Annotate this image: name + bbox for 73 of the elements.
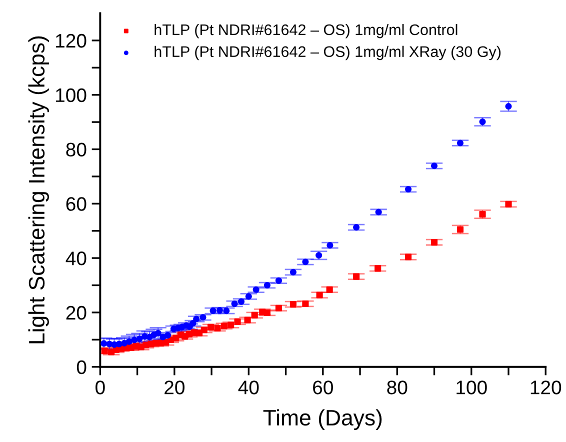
point [430, 238, 438, 246]
point [479, 210, 486, 218]
point [353, 224, 360, 231]
point [430, 162, 438, 170]
y-tick-label: 40 [66, 252, 86, 266]
point [264, 282, 271, 289]
point [290, 301, 296, 308]
point [128, 344, 134, 351]
point [245, 293, 252, 300]
point [275, 304, 282, 312]
point [252, 286, 260, 293]
point [160, 334, 166, 340]
point [479, 118, 486, 126]
point [238, 298, 245, 305]
point [216, 306, 223, 314]
point [154, 330, 162, 336]
point [172, 334, 180, 342]
point [374, 265, 382, 272]
y-axis-title: Light Scattering Intensity (kcps) [28, 36, 49, 344]
y-tick-label: 80 [66, 142, 86, 156]
y-tick-label: 20 [66, 306, 86, 320]
y-tick-label: 60 [66, 197, 86, 211]
point [190, 320, 196, 327]
point [131, 336, 138, 344]
x-tick-label: 0 [96, 380, 105, 394]
point [326, 242, 334, 249]
point [326, 286, 333, 293]
point [316, 252, 322, 259]
x-tick-label: 120 [530, 380, 562, 394]
point [375, 208, 382, 216]
point [231, 300, 238, 308]
point [456, 140, 464, 146]
point [505, 102, 512, 110]
point [290, 268, 296, 276]
point [101, 348, 108, 354]
point [244, 316, 251, 324]
point [164, 332, 172, 339]
point [353, 273, 360, 280]
point [200, 314, 206, 321]
point [121, 340, 128, 346]
point [193, 316, 200, 322]
point [302, 300, 309, 308]
point [264, 309, 271, 316]
y-tick-label: 120 [56, 34, 86, 48]
x-axis-title: Time (Days) [263, 409, 382, 430]
y-tick-label: 100 [56, 88, 86, 102]
point [505, 200, 512, 208]
y-tick-label: 0 [76, 360, 86, 374]
point [138, 344, 144, 350]
point [456, 226, 464, 233]
point [220, 322, 228, 330]
point [234, 318, 241, 325]
point [200, 326, 208, 334]
x-tick-label: 40 [238, 380, 259, 394]
x-tick-label: 100 [456, 380, 487, 394]
point [302, 258, 309, 266]
legend-label: hTLP (Pt NDRI#61642 – OS) 1mg/ml Control [154, 24, 458, 38]
point [251, 312, 258, 318]
point [223, 308, 230, 314]
point [404, 186, 412, 193]
point [316, 292, 323, 298]
point [136, 336, 143, 342]
point [208, 324, 214, 330]
point [404, 254, 412, 260]
legend-label: hTLP (Pt NDRI#61642 – OS) 1mg/ml XRay (30 Gy) [154, 46, 501, 60]
point [196, 330, 203, 336]
x-tick-label: 80 [387, 380, 408, 394]
x-tick-label: 20 [164, 380, 184, 394]
point [275, 277, 282, 284]
point [228, 322, 234, 328]
point [214, 324, 221, 332]
point [210, 308, 216, 314]
x-tick-label: 60 [313, 380, 333, 394]
